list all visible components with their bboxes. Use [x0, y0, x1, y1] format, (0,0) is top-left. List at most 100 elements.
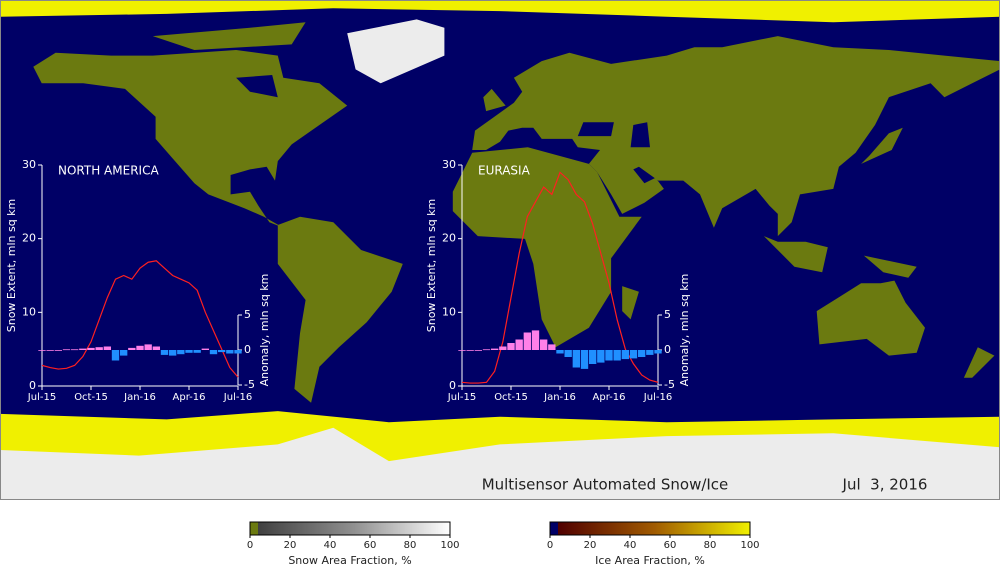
black-sea	[577, 122, 614, 137]
y-tick-label: 30	[22, 158, 36, 171]
inset-title: NORTH AMERICA	[58, 164, 159, 178]
colorbar-zero	[250, 522, 258, 535]
anomaly-bar	[466, 350, 474, 351]
colorbar-tick-label: 40	[624, 540, 637, 551]
anomaly-bar	[54, 350, 63, 351]
land-layer	[0, 0, 1000, 500]
africa	[452, 147, 642, 348]
y-axis-label: Snow Extent, mln sq km	[5, 199, 18, 333]
anomaly-bar	[597, 350, 605, 363]
eurasia	[472, 36, 1000, 237]
anomaly-bar	[193, 350, 201, 353]
anomaly-bar	[572, 350, 581, 368]
greenland	[347, 19, 445, 84]
y-tick-label: 10	[22, 305, 36, 318]
anomaly-bar	[482, 349, 491, 351]
japan	[861, 127, 903, 164]
anomaly-bar	[209, 350, 218, 355]
colorbar-tick-label: 20	[584, 540, 597, 551]
x-tick-label: Oct-15	[74, 392, 108, 403]
anomaly-bar	[629, 350, 638, 359]
anomaly-bar	[62, 349, 71, 351]
anomaly-bar	[111, 350, 120, 361]
y2-tick-label: 0	[244, 343, 251, 356]
anomaly-bar	[613, 350, 621, 361]
colorbar-title: Snow Area Fraction, %	[288, 554, 411, 567]
anomaly-bar	[646, 350, 654, 355]
anomaly-bar	[556, 350, 564, 354]
x-tick-label: Jul-15	[27, 392, 56, 403]
extent-line	[461, 171, 659, 384]
colorbar	[558, 522, 750, 535]
colorbar-tick-label: 80	[404, 540, 417, 551]
anomaly-bar	[523, 332, 532, 350]
anomaly-bar	[119, 350, 128, 356]
anomaly-bar	[136, 345, 144, 350]
anomaly-bar	[95, 347, 103, 350]
map-date: Jul 3, 2016	[842, 476, 928, 494]
anomaly-bar	[168, 350, 177, 356]
map-title: Multisensor Automated Snow/Ice	[482, 476, 729, 494]
antarctica	[0, 427, 1000, 500]
colorbar-frame	[249, 521, 451, 536]
colorbar-tick-label: 20	[284, 540, 297, 551]
anomaly-bar	[46, 350, 54, 351]
x-tick-label: Jul-15	[447, 392, 476, 403]
y2-axis-label: Anomaly, mln sq km	[258, 274, 271, 387]
y-tick-label: 20	[22, 232, 36, 245]
y-axis-label: Snow Extent, mln sq km	[425, 199, 438, 333]
anomaly-bar	[654, 350, 662, 354]
x-tick-label: Jul-16	[643, 392, 672, 403]
australia	[816, 280, 925, 356]
y2-tick-label: 5	[664, 308, 671, 321]
anomaly-bar	[539, 339, 548, 350]
colorbar-tick-label: 80	[704, 540, 717, 551]
anomaly-bar	[87, 347, 95, 350]
anomaly-bar	[185, 350, 193, 353]
anomaly-bar	[234, 350, 242, 354]
colorbar	[258, 522, 450, 535]
colorbar-tick-label: 60	[364, 540, 377, 551]
colorbar-tick-label: 0	[547, 540, 553, 551]
x-tick-label: Apr-16	[593, 392, 626, 403]
colorbar-tick-label: 100	[440, 540, 459, 551]
y-tick-label: 20	[442, 232, 456, 245]
y-tick-label: 0	[29, 379, 36, 392]
y-tick-label: 30	[442, 158, 456, 171]
anomaly-bar	[152, 346, 161, 350]
anomaly-bar	[621, 350, 630, 360]
x-tick-label: Jan-16	[123, 392, 156, 403]
anomaly-bar	[474, 350, 483, 351]
britain	[483, 88, 506, 112]
y2-tick-label: -5	[244, 378, 255, 391]
y-tick-label: 0	[449, 379, 456, 392]
y-tick-label: 10	[442, 305, 456, 318]
new-guinea	[863, 255, 917, 278]
x-tick-label: Jul-16	[223, 392, 252, 403]
anomaly-bar	[605, 350, 613, 361]
colorbar-tick-label: 100	[740, 540, 759, 551]
anomaly-bar	[70, 349, 79, 351]
anomaly-bar	[217, 350, 226, 353]
arctic-ice	[0, 0, 1000, 23]
anomaly-bar	[531, 330, 540, 350]
anomaly-bar	[38, 350, 46, 351]
x-tick-label: Apr-16	[173, 392, 206, 403]
new-zealand	[963, 347, 995, 378]
colorbar-tick-label: 0	[247, 540, 253, 551]
madagascar	[622, 286, 639, 320]
anomaly-bar	[79, 348, 87, 350]
colorbar-tick-label: 60	[664, 540, 677, 551]
indonesia	[763, 236, 828, 273]
y2-tick-label: -5	[664, 378, 675, 391]
hudson-bay	[236, 75, 278, 98]
arctic-islands	[152, 22, 306, 50]
anomaly-bar	[458, 350, 466, 351]
y2-tick-label: 5	[244, 308, 251, 321]
x-tick-label: Jan-16	[543, 392, 576, 403]
anomaly-bar	[637, 350, 646, 357]
anomaly-bar	[160, 350, 169, 355]
anomaly-bar	[490, 348, 499, 350]
anomaly-bar	[201, 348, 210, 350]
